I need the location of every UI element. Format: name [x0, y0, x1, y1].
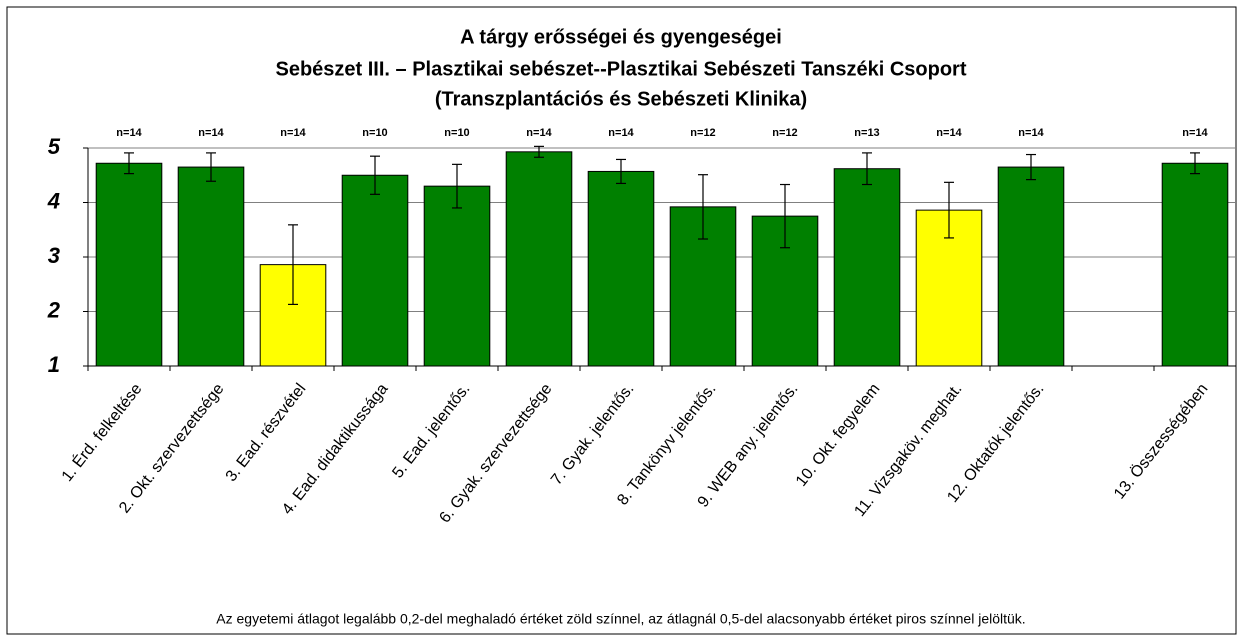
error-bar [534, 145, 544, 158]
error-bar [370, 155, 380, 195]
n-label: n=14 [526, 127, 552, 139]
error-bar [944, 181, 954, 239]
error-bar [452, 163, 462, 209]
error-bar [862, 152, 872, 186]
bar [423, 185, 491, 367]
n-label: n=14 [1182, 127, 1208, 139]
chart-title: A tárgy erősségei és gyengeségei [460, 26, 782, 48]
n-label: n=12 [690, 127, 715, 139]
n-label: n=10 [444, 127, 469, 139]
error-bar [288, 224, 298, 306]
n-label: n=14 [1018, 127, 1044, 139]
error-bar [780, 183, 790, 249]
n-label: n=14 [608, 127, 634, 139]
bar [997, 166, 1065, 367]
bar [95, 162, 163, 367]
n-label: n=12 [772, 127, 797, 139]
error-bar [698, 174, 708, 240]
error-bar [616, 158, 626, 185]
chart-subtitle: (Transzplantációs és Sebészeti Klinika) [435, 88, 807, 110]
n-label: n=14 [198, 127, 224, 139]
bar [1161, 162, 1229, 367]
y-tick-label: 3 [48, 243, 60, 268]
n-label: n=14 [280, 127, 306, 139]
error-bar [1026, 153, 1036, 181]
y-tick-label: 2 [47, 297, 61, 322]
error-bar [1190, 152, 1200, 175]
y-tick-label: 4 [47, 188, 60, 213]
footnote: Az egyetemi átlagot legalább 0,2-del meg… [216, 611, 1025, 627]
y-tick-label: 5 [48, 134, 61, 159]
n-label: n=10 [362, 127, 387, 139]
error-bar [124, 152, 134, 175]
bar [177, 166, 245, 367]
error-bar [206, 152, 216, 182]
n-label: n=14 [936, 127, 962, 139]
bar [833, 168, 901, 367]
n-label: n=13 [854, 127, 879, 139]
n-label: n=14 [116, 127, 142, 139]
bar [587, 170, 655, 367]
y-tick-label: 1 [48, 352, 60, 377]
chart-subtitle: Sebészet III. – Plasztikai sebészet--Pla… [275, 58, 966, 80]
bar [341, 174, 409, 367]
bar [505, 151, 573, 367]
